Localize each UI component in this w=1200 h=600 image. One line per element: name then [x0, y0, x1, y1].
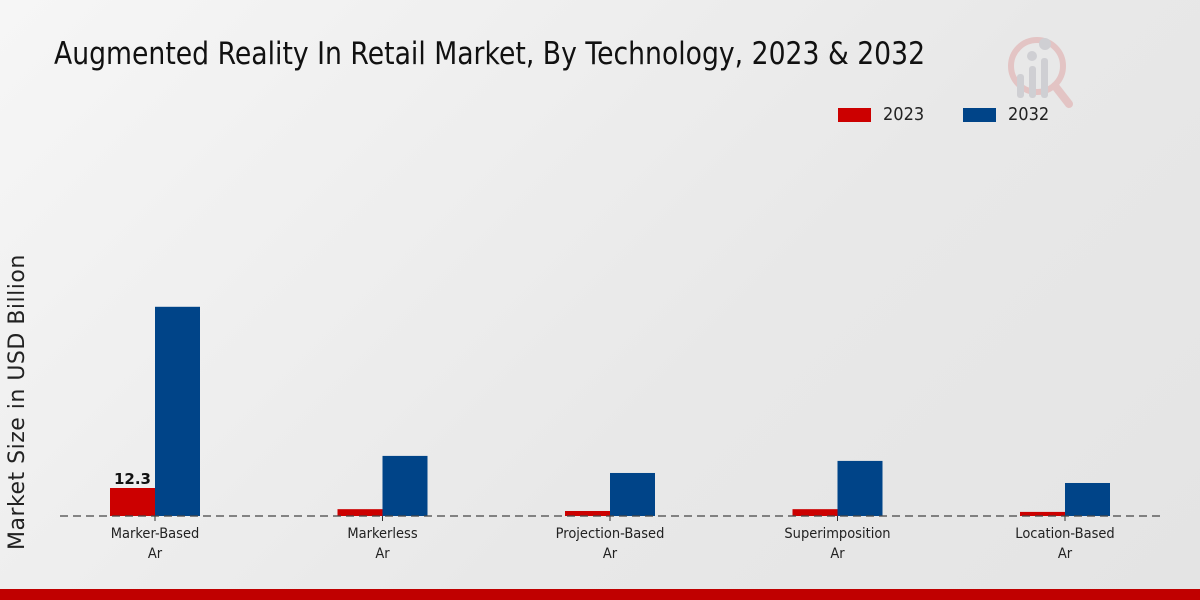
x-tick-label: Markerless	[347, 525, 417, 542]
bar-2032-location-based-ar	[1065, 482, 1110, 516]
x-tick-label: Location-Based	[1015, 525, 1114, 542]
legend-label-2032: 2032	[1007, 104, 1050, 125]
x-tick-label: Ar	[1058, 545, 1073, 562]
x-tick-label: Ar	[603, 545, 618, 562]
chart-title: Augmented Reality In Retail Market, By T…	[54, 36, 926, 72]
bar-2032-projection-based-ar	[610, 472, 655, 516]
x-tick-label: Projection-Based	[556, 525, 665, 542]
legend-label-2023: 2023	[883, 104, 925, 125]
bar-2023-marker-based-ar	[110, 488, 155, 516]
legend-item-2023: 2023	[838, 104, 929, 125]
bar-2032-marker-based-ar	[155, 306, 200, 516]
bar-2032-superimposition-ar	[837, 460, 883, 516]
x-tick-label: Superimposition	[784, 525, 890, 542]
legend-swatch-2023	[838, 107, 871, 122]
bar-2023-markerless-ar	[337, 509, 383, 516]
bar-2023-superimposition-ar	[792, 509, 838, 516]
bar-2023-location-based-ar	[1020, 511, 1065, 516]
data-label: 12.3	[114, 470, 151, 488]
bar-2032-markerless-ar	[382, 455, 428, 516]
bar-2023-projection-based-ar	[565, 510, 610, 516]
x-tick-label: Ar	[375, 545, 390, 562]
watermark-logo-icon	[1008, 37, 1073, 108]
x-tick-label: Ar	[830, 545, 845, 562]
legend: 2023 2032	[838, 104, 1088, 125]
footer-bar	[0, 589, 1200, 600]
legend-item-2032: 2032	[962, 104, 1054, 125]
x-tick-label: Marker-Based	[111, 525, 200, 542]
legend-swatch-2032	[962, 107, 996, 122]
x-tick-label: Ar	[148, 545, 163, 562]
